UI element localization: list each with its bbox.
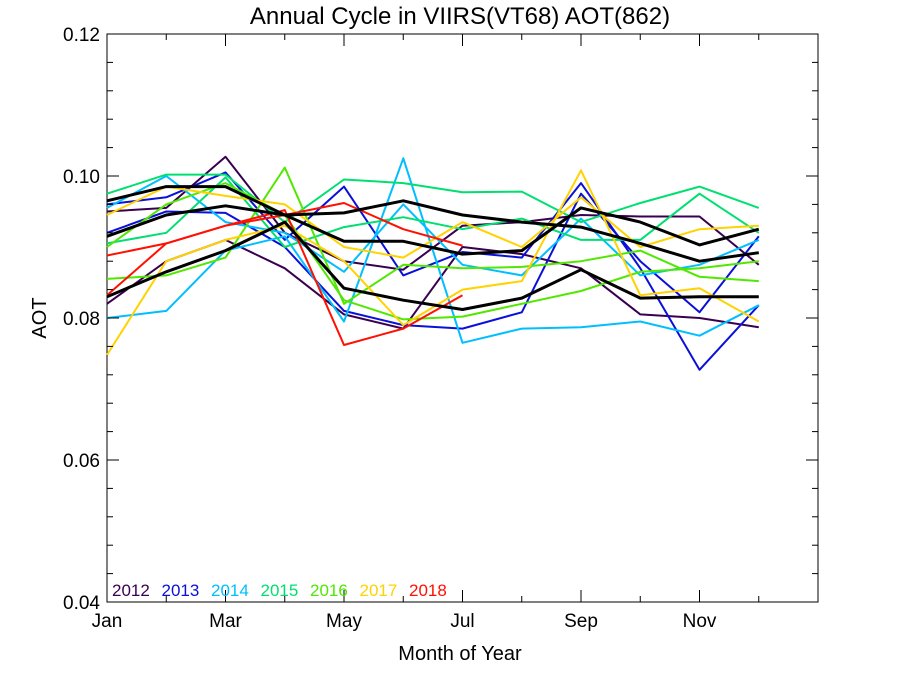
series-line-2013-2 [106,171,760,371]
x-tick-label: Jan [92,611,123,632]
x-tick-label: Sep [564,611,598,632]
legend-item-2018: 2018 [409,581,447,600]
legend: 2012 2013 2014 2015 2016 2017 2018 [112,581,447,600]
series-line-mean-14 [106,185,760,256]
x-axis: Jan Mar May Jul Sep Nov [92,34,819,632]
legend-item-2012: 2012 [112,581,150,600]
series-line-2015-6 [106,173,760,224]
series-line-2016-8 [106,166,759,305]
y-axis: 0.04 0.06 0.08 0.10 0.12 [63,25,818,614]
chart-title: Annual Cycle in VIIRS(VT68) AOT(862) [250,3,670,30]
legend-item-2016: 2016 [310,581,348,600]
plot-area [106,33,819,603]
series-line-2017-10 [106,169,760,356]
legend-item-2017: 2017 [360,581,398,600]
x-tick-label: May [326,611,362,632]
series-line-mean-15 [106,199,760,263]
x-tick-label: Nov [683,611,717,632]
x-axis-label: Month of Year [398,643,522,665]
series-line-2014-5 [106,175,760,277]
x-tick-label: Mar [209,611,242,632]
legend-item-2015: 2015 [261,581,299,600]
series-line-mean-16 [106,220,759,311]
series-line-2013-3 [106,192,760,330]
series-line-2017-11 [106,185,759,259]
y-tick-label: 0.06 [63,451,100,472]
legend-item-2014: 2014 [211,581,249,600]
y-axis-label: AOT [29,297,51,338]
y-tick-label: 0.08 [63,309,100,330]
legend-item-2013: 2013 [162,581,200,600]
y-tick-label: 0.12 [63,25,100,46]
x-tick-label: Jul [450,611,474,632]
y-tick-label: 0.10 [63,167,100,188]
series-lines [106,155,760,371]
y-tick-label: 0.04 [63,593,100,614]
